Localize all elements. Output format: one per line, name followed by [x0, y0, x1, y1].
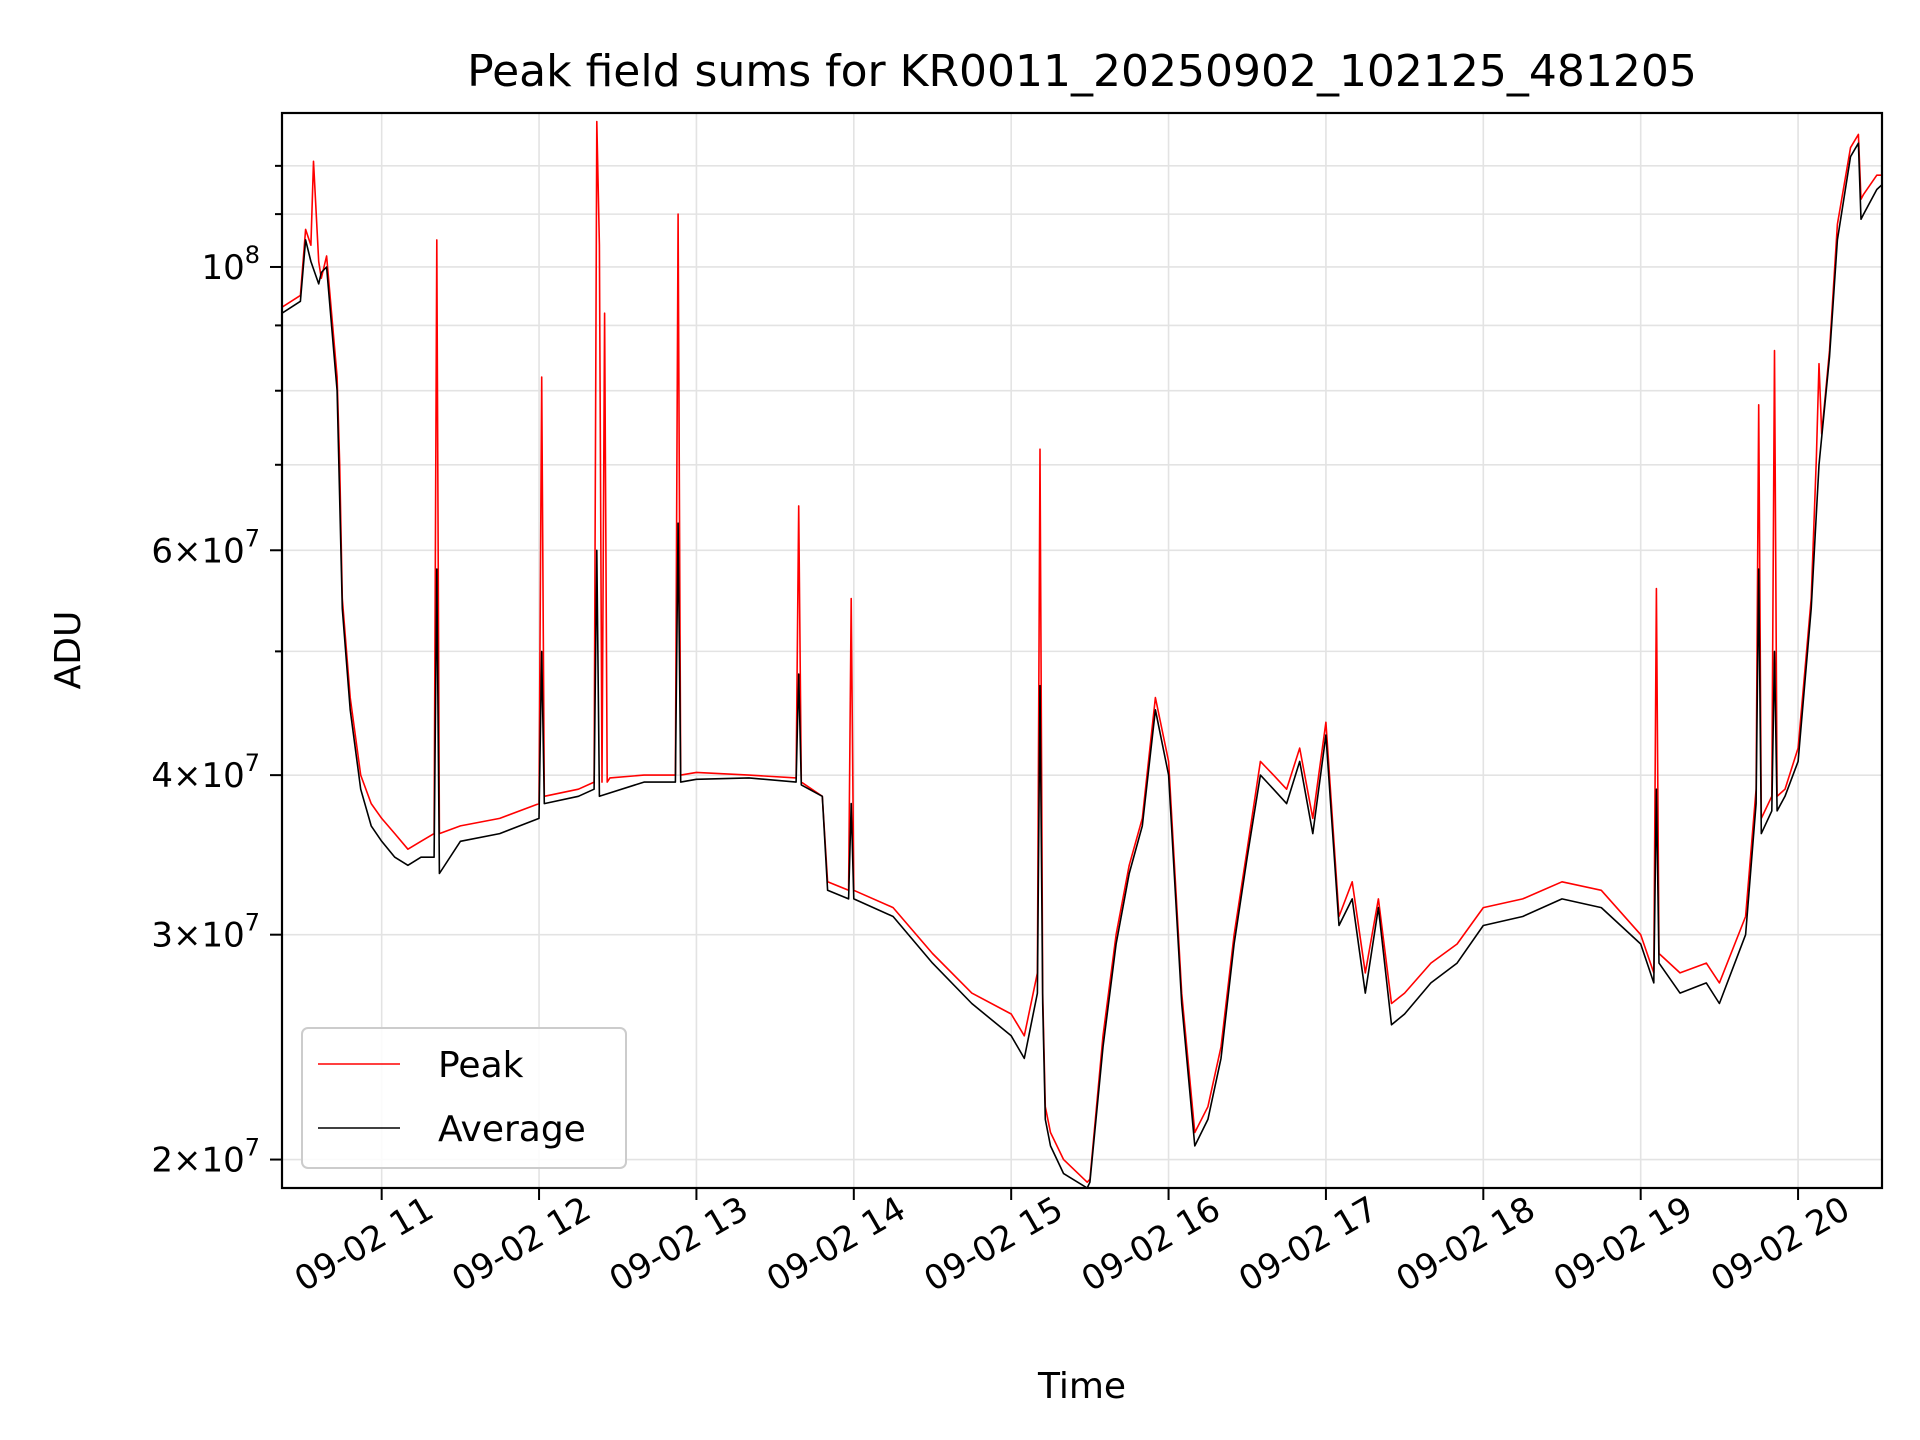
series-line-average	[282, 142, 1882, 1188]
y-axis-ticks: 2×107 3×107 4×107 6×107 108	[151, 164, 282, 1181]
legend-label-average: Average	[438, 1109, 586, 1150]
grid	[282, 113, 1882, 1188]
y-tick-label: 4×107	[151, 749, 260, 796]
legend-label-peak: Peak	[438, 1045, 524, 1086]
y-tick-label: 2×107	[151, 1134, 260, 1181]
legend-box	[301, 1027, 627, 1169]
y-axis-label: ADU	[48, 611, 89, 690]
y-tick-label: 6×107	[151, 524, 260, 571]
series-line-peak	[282, 120, 1882, 1183]
series-lines	[282, 120, 1882, 1188]
chart-title: Peak field sums for KR0011_20250902_1021…	[467, 46, 1697, 97]
y-tick-label: 108	[201, 241, 260, 288]
y-tick-label: 3×107	[151, 909, 260, 956]
legend: Peak Average	[301, 1027, 627, 1169]
x-axis-label: Time	[1037, 1366, 1126, 1407]
